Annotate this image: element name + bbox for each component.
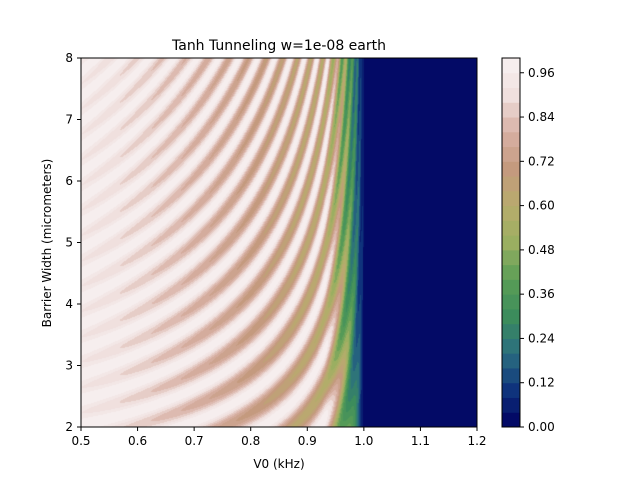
colorbar-level	[502, 279, 520, 295]
colorbar-level	[502, 176, 520, 192]
colorbar-level	[502, 235, 520, 251]
x-tick-label: 0.8	[241, 434, 260, 448]
colorbar-tick-label: 0.96	[528, 66, 555, 80]
colorbar-tick-label: 0.24	[528, 331, 555, 345]
colorbar-level	[502, 412, 520, 428]
y-tick-label: 7	[65, 113, 73, 127]
colorbar-level	[502, 117, 520, 133]
colorbar-level	[502, 323, 520, 339]
y-axis-label: Barrier Width (micrometers)	[40, 159, 54, 328]
x-tick-label: 1.2	[467, 434, 486, 448]
colorbar-level	[502, 220, 520, 236]
colorbar-level	[502, 190, 520, 207]
colorbar-level	[502, 131, 520, 148]
colorbar-level	[502, 72, 520, 89]
colorbar-level	[502, 161, 520, 177]
x-tick-label: 1.0	[354, 434, 373, 448]
y-axis: 2 3 4 5 6 7 8	[65, 51, 81, 434]
contour-plot-area	[80, 57, 478, 428]
y-tick-label: 5	[65, 236, 73, 250]
x-tick-label: 1.1	[411, 434, 430, 448]
colorbar: 0.00 0.12 0.24 0.36 0.48 0.60 0.72 0.84 0.96	[501, 57, 555, 434]
y-tick-label: 4	[65, 297, 73, 311]
x-tick-label: 0.9	[298, 434, 317, 448]
colorbar-tick-label: 0.36	[528, 287, 555, 301]
y-tick-label: 3	[65, 359, 73, 373]
colorbar-level	[502, 58, 520, 74]
colorbar-level	[502, 205, 520, 221]
y-tick-label: 2	[65, 420, 73, 434]
colorbar-tick-label: 0.00	[528, 420, 555, 434]
colorbar-frame	[501, 57, 521, 428]
colorbar-level	[502, 87, 520, 103]
colorbar-level	[502, 353, 520, 369]
x-tick-label: 0.5	[71, 434, 90, 448]
y-tick-label: 8	[65, 51, 73, 65]
y-tick-label: 6	[65, 174, 73, 188]
x-axis-label: V0 (kHz)	[253, 457, 304, 471]
colorbar-level	[502, 308, 520, 325]
colorbar-level	[502, 382, 520, 398]
colorbar-tick-label: 0.84	[528, 110, 555, 124]
colorbar-tick-label: 0.60	[528, 199, 555, 213]
colorbar-level	[502, 264, 520, 280]
colorbar-level	[502, 338, 520, 354]
colorbar-tick-label: 0.48	[528, 243, 555, 257]
contour-field	[81, 58, 477, 427]
chart-title: Tanh Tunneling w=1e-08 earth	[171, 38, 386, 54]
colorbar-tick-label: 0.12	[528, 376, 555, 390]
colorbar-tick-label: 0.72	[528, 154, 555, 168]
x-axis: 0.5 0.6 0.7 0.8 0.9 1.0 1.1 1.2	[71, 427, 487, 448]
colorbar-level	[502, 249, 520, 266]
colorbar-level	[502, 367, 520, 384]
colorbar-level	[502, 294, 520, 310]
colorbar-level	[502, 146, 520, 162]
colorbar-level	[502, 102, 520, 118]
x-tick-label: 0.7	[185, 434, 204, 448]
colorbar-level	[502, 397, 520, 413]
x-tick-label: 0.6	[128, 434, 147, 448]
